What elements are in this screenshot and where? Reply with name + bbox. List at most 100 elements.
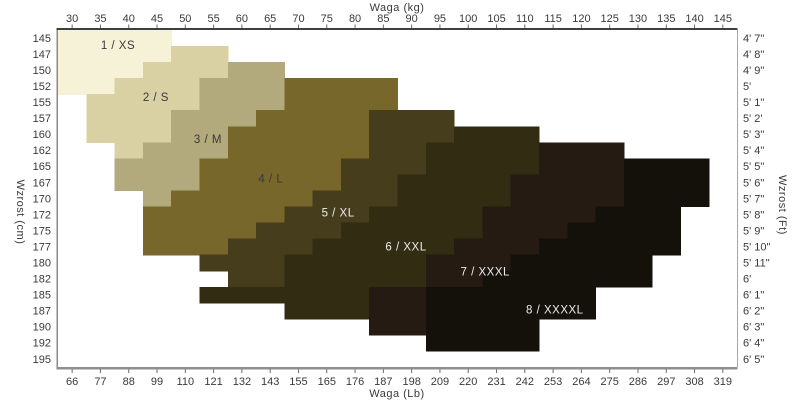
svg-text:187: 187 bbox=[33, 306, 51, 318]
svg-text:5' 4": 5' 4" bbox=[743, 145, 764, 157]
size-region-4 bbox=[256, 110, 370, 127]
svg-text:145: 145 bbox=[714, 13, 732, 25]
size-region-4 bbox=[171, 190, 314, 208]
size-region-4 bbox=[284, 78, 399, 95]
svg-text:220: 220 bbox=[459, 376, 477, 388]
svg-text:150: 150 bbox=[33, 65, 51, 77]
size-region-5 bbox=[284, 206, 370, 224]
svg-text:121: 121 bbox=[204, 376, 222, 388]
size-region-8 bbox=[623, 190, 710, 208]
size-region-7 bbox=[482, 206, 597, 224]
size-region-5 bbox=[369, 110, 455, 127]
svg-text:77: 77 bbox=[94, 376, 106, 388]
svg-text:180: 180 bbox=[33, 257, 51, 269]
axis-title-height-ft: Wzrost (Ft) bbox=[776, 175, 788, 235]
size-region-2 bbox=[114, 78, 201, 95]
size-region-2 bbox=[86, 110, 172, 127]
svg-text:165: 165 bbox=[33, 161, 51, 173]
svg-text:5' 3": 5' 3" bbox=[743, 129, 764, 141]
svg-text:242: 242 bbox=[516, 376, 534, 388]
size-region-6 bbox=[369, 206, 483, 224]
size-region-3 bbox=[199, 94, 285, 111]
size-region-2 bbox=[142, 62, 229, 79]
svg-text:5' 2': 5' 2' bbox=[743, 113, 763, 125]
svg-text:275: 275 bbox=[601, 376, 619, 388]
size-region-3 bbox=[227, 62, 285, 79]
svg-text:6' 1": 6' 1" bbox=[743, 290, 764, 302]
size-region-8 bbox=[623, 174, 710, 192]
axis-title-weight-lb: Waga (Lb) bbox=[369, 388, 425, 400]
svg-text:60: 60 bbox=[236, 13, 248, 25]
size-label-2: 2 / S bbox=[143, 92, 169, 104]
svg-text:177: 177 bbox=[33, 241, 51, 253]
axis-ticks-bottom: 66 77 88 99 110 121 132 143 155 165 176 187 198 209 22… bbox=[66, 369, 732, 388]
svg-text:55: 55 bbox=[207, 13, 219, 25]
svg-text:143: 143 bbox=[261, 376, 279, 388]
svg-text:167: 167 bbox=[33, 177, 51, 189]
svg-text:110: 110 bbox=[177, 376, 195, 388]
size-region-6 bbox=[397, 174, 512, 192]
size-region-6 bbox=[284, 254, 427, 272]
size-region-8 bbox=[425, 286, 597, 304]
svg-text:90: 90 bbox=[406, 13, 418, 25]
svg-text:187: 187 bbox=[374, 376, 392, 388]
size-region-8 bbox=[595, 206, 682, 224]
svg-text:152: 152 bbox=[33, 81, 51, 93]
svg-text:195: 195 bbox=[33, 354, 51, 366]
size-region-5 bbox=[369, 126, 455, 143]
svg-text:4' 9": 4' 9" bbox=[743, 65, 764, 77]
svg-text:319: 319 bbox=[714, 376, 732, 388]
size-region-5 bbox=[227, 270, 285, 288]
svg-text:231: 231 bbox=[487, 376, 505, 388]
size-region-3 bbox=[142, 190, 172, 208]
size-region-2 bbox=[114, 142, 144, 159]
size-region-7 bbox=[369, 286, 427, 304]
size-region-5 bbox=[340, 174, 399, 192]
svg-text:4' 8": 4' 8" bbox=[743, 49, 764, 61]
svg-text:65: 65 bbox=[264, 13, 276, 25]
size-region-6 bbox=[340, 222, 483, 240]
size-region-3 bbox=[142, 142, 229, 159]
size-region-4 bbox=[199, 158, 342, 176]
size-region-8 bbox=[425, 318, 540, 336]
svg-text:198: 198 bbox=[402, 376, 420, 388]
svg-text:5': 5' bbox=[743, 81, 751, 93]
svg-text:6' 2": 6' 2" bbox=[743, 306, 764, 318]
svg-text:120: 120 bbox=[572, 13, 590, 25]
svg-text:35: 35 bbox=[94, 13, 106, 25]
size-region-7 bbox=[538, 142, 625, 159]
size-region-1 bbox=[58, 46, 172, 63]
size-region-7 bbox=[425, 270, 483, 288]
svg-text:100: 100 bbox=[459, 13, 477, 25]
svg-text:209: 209 bbox=[431, 376, 449, 388]
size-region-4 bbox=[199, 174, 342, 192]
size-region-4 bbox=[284, 94, 399, 111]
svg-text:264: 264 bbox=[572, 376, 590, 388]
svg-text:30: 30 bbox=[66, 13, 78, 25]
axis-ticks-left: 145 147 150 152 155 157 160 162 165 167 170 172 175 1… bbox=[33, 33, 51, 366]
axis-title-height-cm: Wzrost (cm) bbox=[14, 179, 26, 245]
svg-text:185: 185 bbox=[33, 290, 51, 302]
size-region-6 bbox=[199, 286, 370, 304]
size-region-7 bbox=[482, 222, 568, 240]
size-bands-layer bbox=[58, 30, 710, 352]
svg-text:162: 162 bbox=[33, 145, 51, 157]
size-region-7 bbox=[454, 238, 540, 256]
size-region-4 bbox=[142, 206, 285, 224]
svg-text:297: 297 bbox=[657, 376, 675, 388]
size-region-7 bbox=[369, 318, 427, 336]
size-region-6 bbox=[454, 126, 540, 143]
svg-text:308: 308 bbox=[685, 376, 703, 388]
axis-ticks-top: 30 35 40 45 50 55 60 65 70 75 80 85 90 95 100 105 110 115… bbox=[66, 13, 732, 28]
size-region-8 bbox=[623, 158, 710, 176]
size-region-8 bbox=[538, 238, 682, 256]
svg-text:175: 175 bbox=[33, 225, 51, 237]
axes-spines bbox=[56, 28, 738, 370]
size-region-3 bbox=[171, 110, 257, 127]
svg-text:99: 99 bbox=[151, 376, 163, 388]
size-region-5 bbox=[312, 190, 399, 208]
size-region-5 bbox=[227, 238, 314, 256]
size-region-7 bbox=[538, 158, 625, 176]
svg-text:5' 11": 5' 11" bbox=[743, 257, 770, 269]
svg-text:5' 10": 5' 10" bbox=[743, 241, 771, 253]
